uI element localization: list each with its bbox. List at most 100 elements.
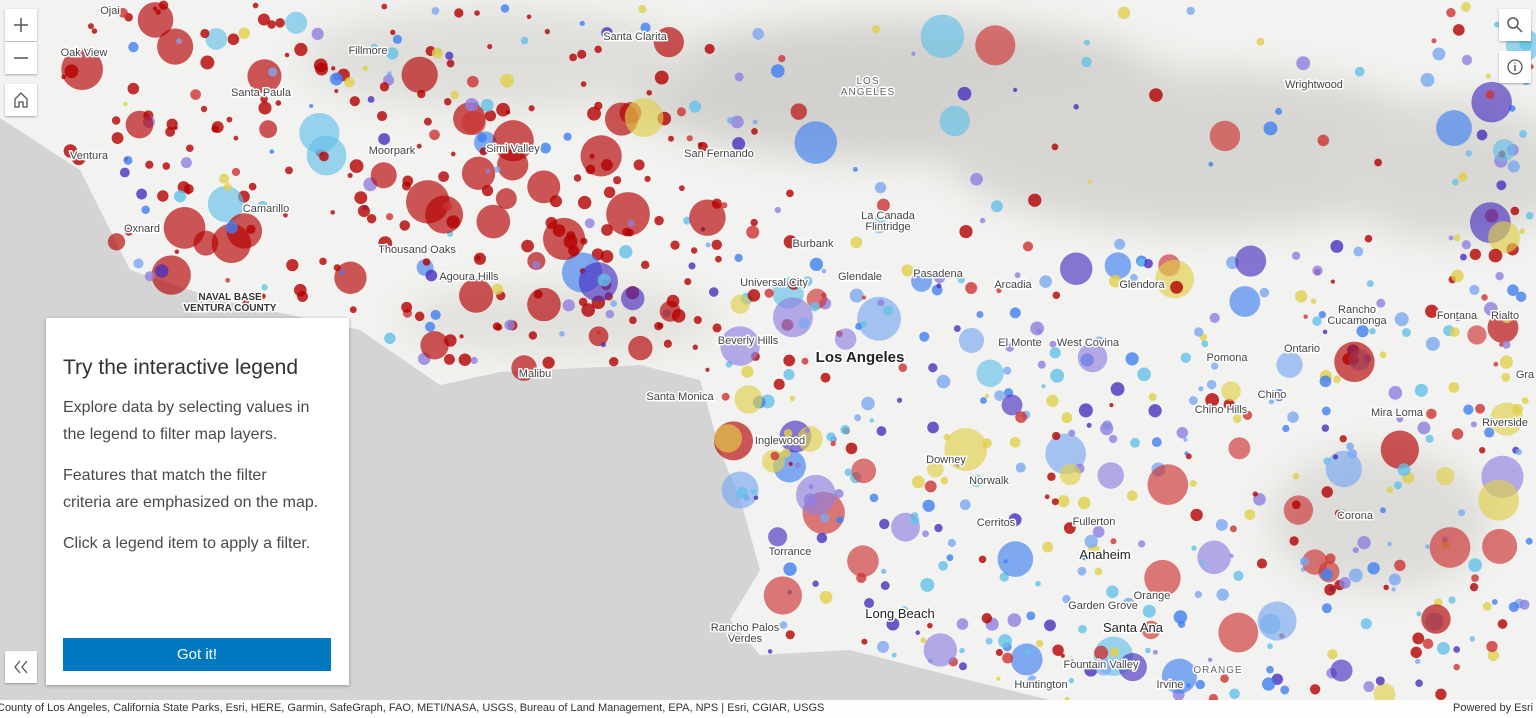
data-point[interactable] [231,167,241,177]
data-point[interactable] [461,156,496,190]
data-point[interactable] [1030,321,1045,336]
data-point[interactable] [783,354,796,367]
data-point[interactable] [461,110,486,135]
data-point[interactable] [1321,603,1332,614]
data-point[interactable] [721,392,730,401]
data-point[interactable] [1109,274,1122,288]
data-point[interactable] [938,560,948,571]
data-point[interactable] [207,185,244,223]
data-point[interactable] [1037,360,1046,369]
data-point[interactable] [856,572,867,583]
data-point[interactable] [770,451,780,461]
data-point[interactable] [127,82,140,95]
data-point[interactable] [459,278,494,313]
data-point[interactable] [1050,368,1065,383]
data-point[interactable] [1414,383,1428,397]
data-point[interactable] [711,239,722,250]
data-point[interactable] [124,227,133,236]
data-point[interactable] [1379,351,1387,359]
data-point[interactable] [1471,574,1479,582]
data-point[interactable] [830,440,836,447]
data-point[interactable] [802,276,813,287]
data-point[interactable] [119,167,130,178]
data-point[interactable] [1149,88,1163,102]
data-point[interactable] [1461,240,1471,250]
data-point[interactable] [1396,415,1404,423]
data-point[interactable] [911,270,933,292]
data-point[interactable] [936,374,951,389]
data-point[interactable] [1452,178,1459,186]
data-point[interactable] [1143,258,1153,269]
data-point[interactable] [1104,252,1132,279]
data-point[interactable] [1188,396,1198,405]
data-point[interactable] [609,357,619,367]
data-point[interactable] [840,424,850,435]
data-point[interactable] [783,562,797,576]
data-point[interactable] [1393,481,1403,490]
data-point[interactable] [778,54,786,63]
data-point[interactable] [959,224,973,239]
data-point[interactable] [1453,234,1461,242]
data-point[interactable] [1296,56,1311,71]
data-point[interactable] [869,418,874,423]
data-point[interactable] [619,244,633,259]
data-point[interactable] [1437,641,1450,655]
data-point[interactable] [429,129,440,141]
data-point[interactable] [883,305,894,316]
data-point[interactable] [329,72,343,86]
data-point[interactable] [605,309,615,319]
data-point[interactable] [367,96,375,103]
data-point[interactable] [1195,679,1205,690]
data-point[interactable] [1261,677,1276,691]
data-point[interactable] [920,577,935,592]
data-point[interactable] [1092,526,1105,538]
data-point[interactable] [600,250,614,263]
data-point[interactable] [128,41,139,53]
data-point[interactable] [936,283,942,289]
data-point[interactable] [1469,582,1479,592]
data-point[interactable] [981,613,993,624]
data-point[interactable] [1467,325,1487,345]
data-point[interactable] [1369,327,1376,335]
data-point[interactable] [1415,679,1423,688]
data-point[interactable] [788,461,793,466]
data-point[interactable] [257,200,269,212]
data-point[interactable] [344,77,355,88]
data-point[interactable] [1042,541,1054,553]
data-point[interactable] [821,268,827,274]
data-point[interactable] [1334,509,1343,517]
data-point[interactable] [125,110,154,139]
data-point[interactable] [1059,463,1081,486]
data-point[interactable] [773,378,785,390]
data-point[interactable] [569,53,577,62]
data-point[interactable] [1108,434,1118,444]
data-point[interactable] [1010,643,1043,676]
data-point[interactable] [787,277,801,290]
data-point[interactable] [965,281,978,294]
data-point[interactable] [1364,234,1373,243]
data-point[interactable] [1519,228,1525,234]
data-point[interactable] [922,499,935,512]
data-point[interactable] [423,117,432,126]
data-point[interactable] [1126,490,1138,502]
data-point[interactable] [657,322,664,329]
data-point[interactable] [477,133,487,143]
data-point[interactable] [1173,610,1188,624]
data-point[interactable] [1356,325,1369,338]
data-point[interactable] [1492,138,1516,162]
data-point[interactable] [349,159,364,173]
data-point[interactable] [458,353,472,367]
data-point[interactable] [444,98,452,106]
data-point[interactable] [851,458,877,484]
data-point[interactable] [880,581,890,590]
data-point[interactable] [528,105,535,112]
data-point[interactable] [1310,298,1317,304]
data-point[interactable] [144,271,155,282]
data-point[interactable] [258,101,272,115]
data-point[interactable] [663,339,672,348]
data-point[interactable] [184,184,194,194]
data-point[interactable] [1267,643,1273,650]
data-point[interactable] [1180,352,1192,363]
data-point[interactable] [999,572,1009,582]
data-point[interactable] [333,264,341,272]
